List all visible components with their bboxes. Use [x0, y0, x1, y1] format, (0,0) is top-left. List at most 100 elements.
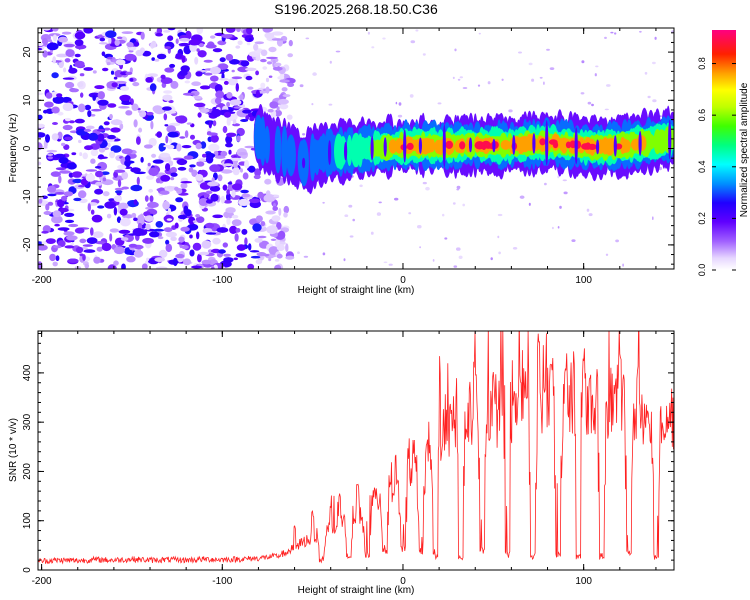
noise-blob — [58, 175, 62, 184]
noise-blob — [335, 50, 341, 53]
noise-blob — [74, 53, 81, 58]
noise-blob — [246, 28, 253, 35]
noise-blob — [149, 231, 160, 238]
noise-blob — [195, 214, 201, 218]
noise-blob — [604, 36, 607, 40]
noise-blob — [245, 67, 257, 72]
spectrogram-noise — [38, 28, 674, 269]
noise-blob — [117, 202, 129, 210]
x-tick-label: 100 — [575, 275, 592, 286]
noise-blob — [563, 191, 568, 195]
noise-blob — [109, 113, 113, 120]
noise-blob — [38, 244, 48, 251]
noise-blob — [85, 173, 96, 182]
noise-blob — [151, 40, 157, 48]
noise-blob — [477, 84, 481, 87]
noise-blob — [80, 178, 88, 186]
noise-blob — [87, 110, 92, 118]
noise-blob — [225, 142, 233, 148]
noise-blob — [120, 217, 131, 227]
noise-blob — [265, 77, 270, 83]
noise-blob — [41, 241, 47, 245]
noise-blob — [50, 171, 61, 177]
noise-blob — [644, 71, 648, 75]
noise-blob — [264, 178, 272, 185]
noise-blob — [283, 205, 290, 214]
noise-blob — [238, 198, 250, 206]
noise-blob — [63, 231, 75, 236]
noise-blob — [244, 237, 248, 246]
noise-blob — [159, 152, 171, 158]
noise-blob — [285, 255, 295, 260]
noise-blob — [65, 81, 75, 89]
noise-blob — [133, 119, 138, 128]
noise-blob — [425, 186, 430, 191]
noise-blob — [165, 231, 177, 238]
noise-blob — [49, 253, 56, 262]
noise-blob — [85, 169, 98, 172]
noise-blob — [199, 85, 211, 90]
noise-blob — [184, 209, 192, 217]
noise-blob — [647, 95, 651, 99]
noise-blob — [92, 231, 104, 239]
noise-blob — [42, 37, 48, 46]
noise-blob — [95, 241, 106, 245]
noise-blob — [274, 62, 282, 67]
noise-blob — [72, 178, 83, 184]
noise-blob — [114, 70, 124, 78]
noise-blob — [113, 260, 119, 266]
noise-blob — [562, 179, 567, 182]
snr-plot-area — [38, 331, 674, 570]
noise-blob — [56, 93, 63, 98]
noise-blob — [256, 252, 267, 257]
noise-blob — [588, 213, 593, 217]
noise-blob — [260, 49, 268, 57]
noise-blob — [57, 111, 64, 116]
noise-blob — [107, 264, 117, 269]
noise-blob — [52, 56, 57, 64]
noise-blob — [146, 111, 154, 116]
noise-blob — [103, 127, 111, 131]
noise-blob — [415, 29, 419, 32]
noise-blob — [223, 80, 229, 85]
colorbar: 0.0 0.2 0.4 0.6 0.8 Normalized spectral ampl… — [697, 30, 750, 276]
noise-blob — [453, 265, 458, 268]
noise-blob — [215, 90, 225, 99]
noise-blob — [153, 228, 165, 232]
noise-blob — [247, 263, 255, 269]
noise-blob — [120, 86, 130, 91]
ridge-cell — [346, 134, 353, 167]
noise-blob — [615, 239, 619, 243]
noise-blob — [158, 143, 165, 152]
noise-blob — [207, 181, 219, 187]
noise-blob — [497, 213, 503, 217]
noise-blob — [198, 158, 207, 162]
noise-blob — [102, 67, 109, 72]
noise-blob — [87, 203, 92, 212]
noise-blob — [63, 43, 75, 48]
noise-blob — [209, 164, 221, 173]
noise-blob — [263, 28, 273, 33]
noise-blob — [265, 86, 270, 94]
noise-blob — [149, 83, 157, 92]
noise-blob — [177, 166, 187, 171]
noise-blob — [349, 235, 354, 238]
noise-blob — [64, 212, 75, 217]
noise-blob — [551, 226, 554, 230]
noise-blob — [125, 110, 133, 116]
noise-blob — [478, 32, 481, 35]
noise-blob — [352, 218, 356, 222]
noise-blob — [90, 209, 95, 215]
noise-blob — [671, 30, 674, 33]
noise-blob — [119, 208, 128, 216]
noise-blob — [271, 215, 281, 222]
noise-blob — [78, 103, 86, 113]
noise-blob — [181, 245, 189, 250]
spectrogram-ridge — [253, 104, 674, 195]
noise-blob — [286, 114, 293, 120]
figure-title: S196.2025.268.18.50.C36 — [274, 1, 438, 17]
noise-blob — [65, 49, 75, 58]
noise-blob — [170, 236, 177, 241]
noise-blob — [156, 131, 162, 138]
y-tick-label: 100 — [22, 512, 33, 529]
